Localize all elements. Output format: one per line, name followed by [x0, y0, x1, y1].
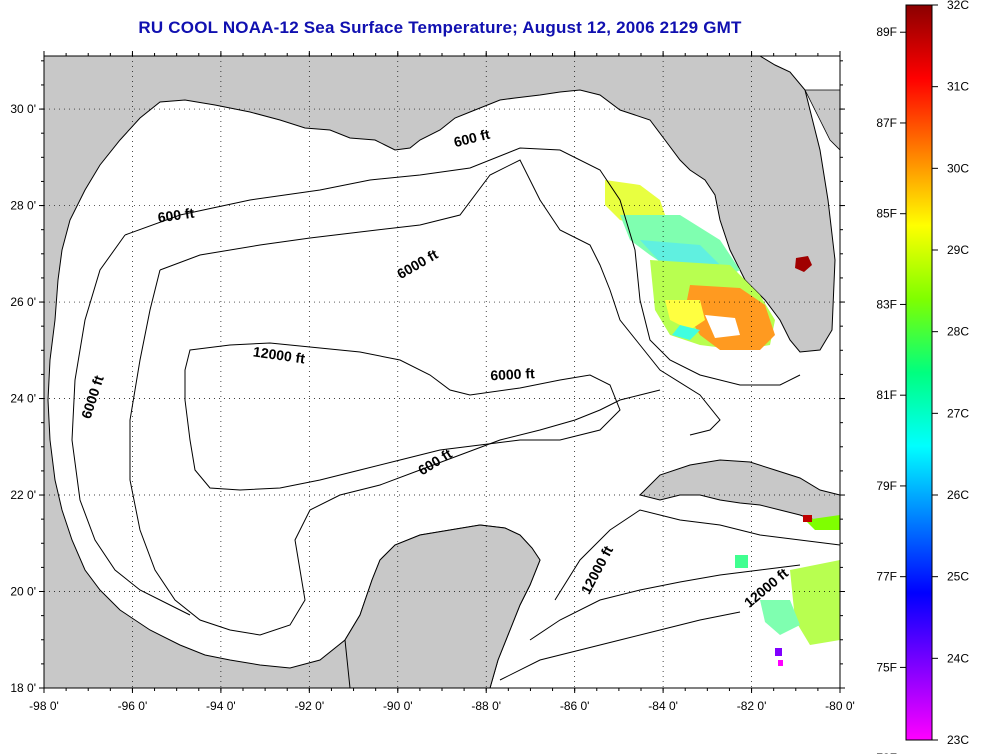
lon-tick-label: -86 0' [560, 699, 590, 713]
sst-patch-caribbean [735, 515, 840, 666]
land-yucatan [344, 524, 541, 688]
lon-tick-label: -90 0' [383, 699, 413, 713]
lat-tick-label: 24 0' [10, 392, 36, 406]
bathymetry-contours [71, 147, 840, 681]
colorbar-f-label: 87F [876, 116, 897, 130]
lat-tick-label: 22 0' [10, 488, 36, 502]
colorbar-c-label: 28C [947, 325, 969, 339]
lat-tick-label: 20 0' [10, 585, 36, 599]
lat-tick-label: 28 0' [10, 199, 36, 213]
lon-tick-label: -94 0' [206, 699, 236, 713]
lake-okeechobee-sst [795, 256, 812, 272]
map-title: RU COOL NOAA-12 Sea Surface Temperature;… [138, 18, 742, 37]
axis-ticks: 30 0' 28 0' 26 0' 24 0' 22 0' 20 0' 18 0' -98 0… [10, 51, 855, 713]
colorbar-c-label: 31C [947, 80, 969, 94]
lon-tick-label: -96 0' [118, 699, 148, 713]
colorbar-f-label: 83F [876, 297, 897, 311]
lon-tick-label: -92 0' [295, 699, 325, 713]
colorbar-f-label: 75F [876, 660, 897, 674]
lat-tick-label: 18 0' [10, 681, 36, 695]
land-bahamas [804, 89, 840, 151]
colorbar-f-label: 73F [876, 751, 897, 754]
contour-label: 6000 ft [490, 365, 535, 383]
colorbar-c-label: 25C [947, 570, 969, 584]
lon-tick-label: -98 0' [29, 699, 59, 713]
lon-tick-label: -80 0' [825, 699, 855, 713]
colorbar-c-label: 23C [947, 733, 969, 747]
contour-label: 600 ft [157, 205, 196, 226]
sst-patch-florida-shelf [605, 180, 775, 350]
colorbar-f-label: 85F [876, 207, 897, 221]
colorbar-c-label: 24C [947, 651, 969, 665]
colorbar-f-label: 89F [876, 25, 897, 39]
lon-tick-label: -88 0' [471, 699, 501, 713]
map-gridlines [44, 56, 840, 688]
lat-tick-label: 30 0' [10, 102, 36, 116]
colorbar-f-label: 79F [876, 479, 897, 493]
colorbar-c-label: 30C [947, 161, 969, 175]
lon-tick-label: -84 0' [648, 699, 678, 713]
colorbar-c-label: 32C [947, 0, 969, 12]
colorbar-c-label: 26C [947, 488, 969, 502]
colorbar-c-label: 29C [947, 243, 969, 257]
lon-tick-label: -82 0' [737, 699, 767, 713]
colorbar-f-label: 81F [876, 388, 897, 402]
lat-tick-label: 26 0' [10, 295, 36, 309]
contour-label: 12000 ft [252, 343, 306, 366]
colorbar-labels: 32C 31C 30C 29C 28C 27C 26C 25C 24C 23C 89F 87F 85F 8… [876, 0, 969, 754]
colorbar-f-label: 77F [876, 570, 897, 584]
colorbar [905, 4, 933, 741]
colorbar-c-label: 27C [947, 406, 969, 420]
